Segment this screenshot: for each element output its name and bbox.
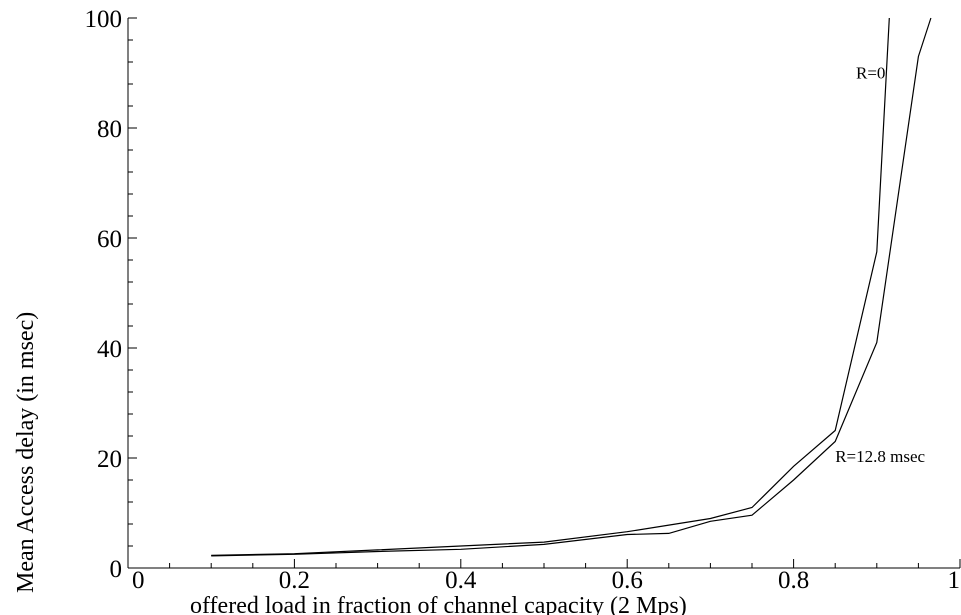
tick-marks: [127, 17, 961, 569]
series-line-1: [211, 17, 890, 556]
series-annotation: R=12.8 msec: [835, 447, 925, 466]
series-annotation: R=0: [856, 64, 885, 83]
x-tick-label: 1: [948, 567, 961, 594]
annotations: R=0 R=12.8 msec: [835, 64, 925, 466]
series-group: [211, 17, 932, 557]
y-tick-label: 20: [97, 446, 122, 473]
x-tick-label: 0.8: [778, 567, 809, 594]
y-tick-label: 100: [85, 6, 123, 33]
x-axis-label: offered load in fraction of channel capa…: [190, 593, 687, 615]
y-tick-label: 0: [110, 556, 123, 583]
y-axis-label: Mean Access delay (in msec): [13, 312, 39, 593]
series-line-2: [211, 17, 932, 557]
tick-labels: 0 20 40 60 80 100 0 0.2 0.4 0.6 0.8 1: [85, 6, 961, 594]
y-tick-label: 60: [97, 226, 122, 253]
y-tick-label: 80: [97, 116, 122, 143]
axes: [127, 18, 960, 569]
x-tick-label: 0.6: [612, 567, 643, 594]
x-tick-label: 0: [132, 567, 145, 594]
y-tick-label: 40: [97, 336, 122, 363]
x-tick-label: 0.2: [279, 567, 310, 594]
x-tick-label: 0.4: [445, 567, 477, 594]
